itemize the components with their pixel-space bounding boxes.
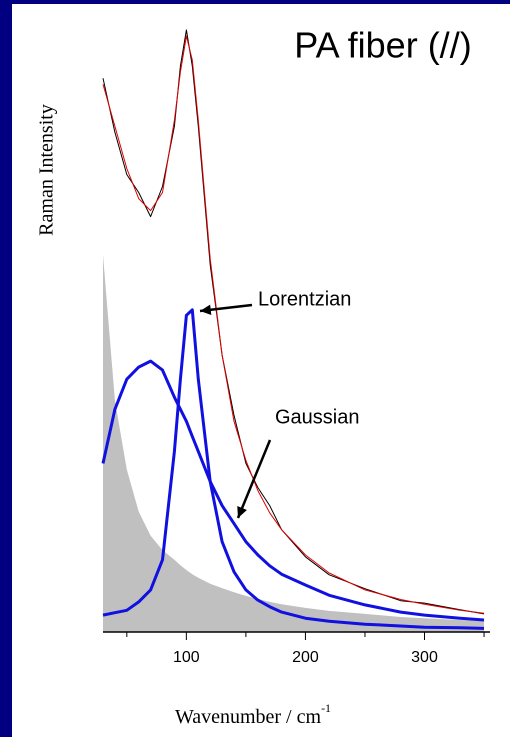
annotation: Gaussian <box>275 406 360 428</box>
chart-title: PA fiber (//) <box>294 25 471 66</box>
area <box>103 255 484 632</box>
x-tick-label: 200 <box>292 649 319 666</box>
x-tick-label: 300 <box>411 649 438 666</box>
line <box>102 308 485 630</box>
annotation-arrowhead <box>237 506 247 518</box>
x-axis-label: Wavenumber / cm-1 <box>175 701 331 728</box>
annotation-arrowhead <box>200 304 212 315</box>
annotation: Lorentzian <box>258 288 351 310</box>
frame-top <box>0 0 510 4</box>
annotation-arrow <box>236 439 272 519</box>
x-tick-label: 100 <box>173 649 200 666</box>
line <box>102 35 485 614</box>
frame-left <box>0 0 12 737</box>
x-axis-label-sup: -1 <box>321 701 331 715</box>
x-axis-label-main: Wavenumber / cm <box>175 706 322 728</box>
y-axis-label: Raman Intensity <box>36 104 58 236</box>
line <box>101 359 485 622</box>
